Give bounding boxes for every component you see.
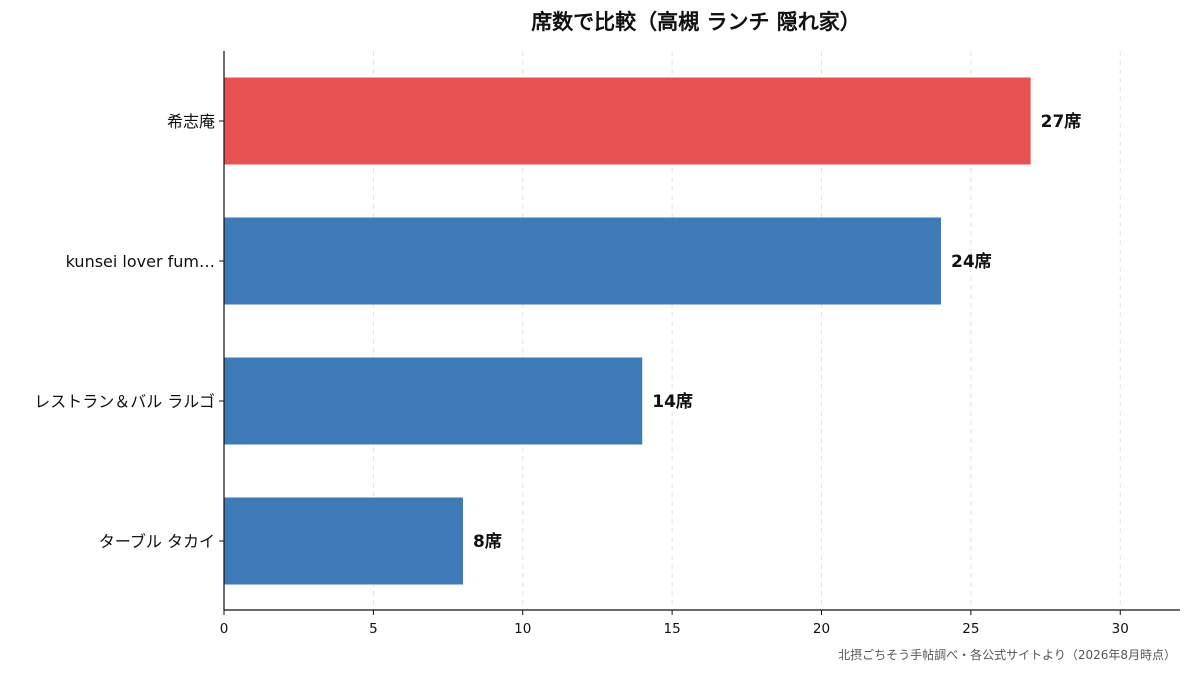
bar (224, 217, 941, 305)
x-tick-label: 0 (220, 621, 229, 637)
axes (223, 51, 1180, 611)
bar (224, 497, 463, 585)
x-tick-label: 5 (369, 621, 378, 637)
value-labels: 27席 24席 14席 8席 (473, 111, 1081, 552)
category-label: 希志庵 (167, 112, 215, 131)
value-label: 14席 (652, 391, 693, 412)
value-label: 24席 (951, 251, 992, 272)
x-tick-label: 10 (514, 621, 531, 637)
x-tick-label: 25 (962, 621, 979, 637)
x-axis-ticks: 0 5 10 15 20 25 30 (220, 610, 1129, 637)
x-tick-label: 30 (1112, 621, 1129, 637)
category-label: kunsei lover fum… (66, 252, 215, 271)
bar (224, 77, 1031, 165)
source-note: 北摂ごちそう手帖調べ・各公式サイトより（2026年8月時点） (838, 647, 1176, 662)
category-label: レストラン＆バル ラルゴ (34, 392, 215, 411)
x-tick-label: 20 (813, 621, 830, 637)
value-label: 8席 (473, 531, 502, 552)
x-tick-label: 15 (664, 621, 681, 637)
bar (224, 357, 643, 445)
category-label: ターブル タカイ (99, 532, 215, 551)
value-label: 27席 (1041, 111, 1082, 132)
bars (224, 77, 1031, 585)
chart-title: 席数で比較（高槻 ランチ 隠れ家） (531, 10, 861, 34)
